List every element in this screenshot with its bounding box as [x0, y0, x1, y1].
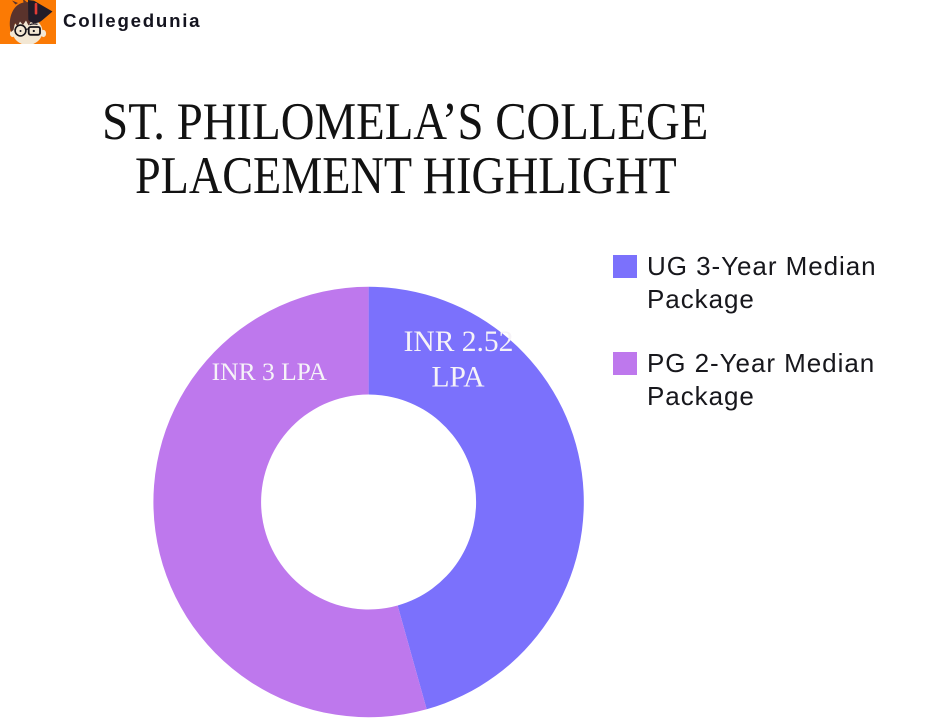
svg-text:LPA: LPA [431, 361, 485, 393]
svg-text:INR 2.52: INR 2.52 [404, 326, 514, 358]
svg-text:INR 3 LPA: INR 3 LPA [212, 357, 328, 386]
